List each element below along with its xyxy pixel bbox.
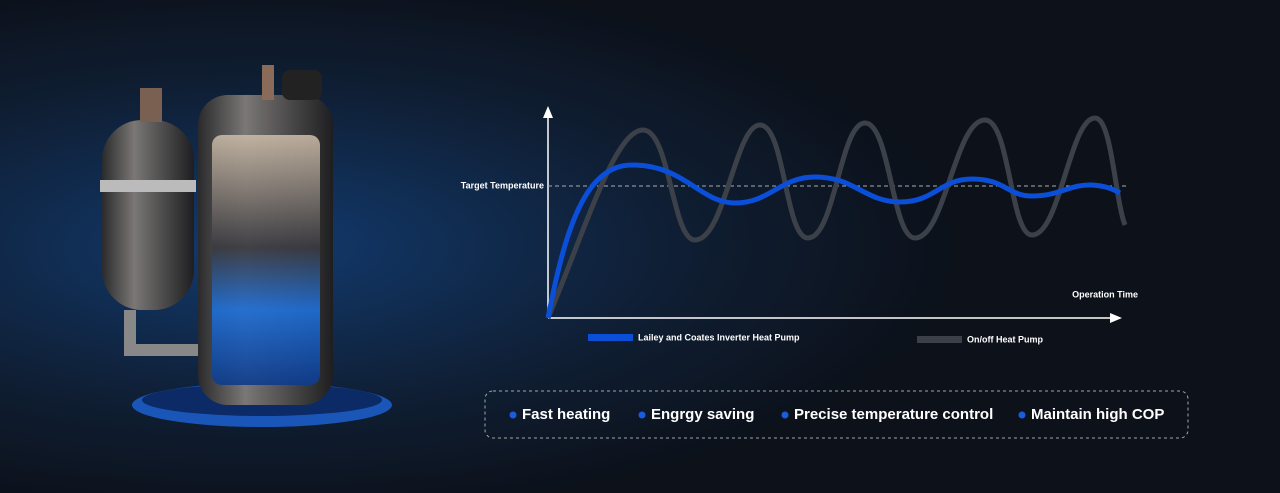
y-axis-label: Target Temperature — [461, 180, 544, 190]
legend-label: Lailey and Coates Inverter Heat Pump — [638, 332, 800, 342]
feature: Maintain high COP — [1031, 406, 1164, 423]
feature: Fast heating — [522, 406, 610, 423]
chart: Target Temperature Operation Time Lailey… — [461, 106, 1138, 344]
legend-swatch — [917, 336, 962, 343]
feature: Precise temperature control — [794, 406, 993, 423]
compressor-illustration — [100, 65, 392, 427]
x-axis-label: Operation Time — [1072, 289, 1138, 299]
inverter-curve — [545, 162, 1122, 319]
feature: Engrgy saving — [651, 406, 754, 423]
features: Fast heating Engrgy saving Precise tempe… — [509, 406, 1164, 423]
x-arrow — [1110, 313, 1122, 323]
y-arrow — [543, 106, 553, 118]
legend-label: On/off Heat Pump — [967, 334, 1044, 344]
features-box — [484, 390, 1189, 439]
legend-swatch — [588, 334, 633, 341]
onoff-curve — [545, 115, 1128, 319]
